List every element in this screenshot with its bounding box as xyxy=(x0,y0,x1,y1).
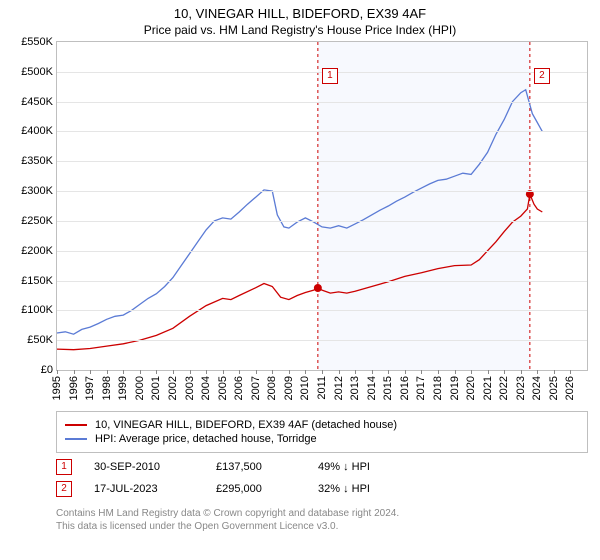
sale-marker-1: 1 xyxy=(322,68,338,84)
attribution-text: Contains HM Land Registry data © Crown c… xyxy=(56,507,588,533)
x-axis-label: 2007 xyxy=(250,376,262,400)
sale-row-date: 30-SEP-2010 xyxy=(94,461,194,473)
x-axis-label: 2002 xyxy=(167,376,179,400)
x-axis-label: 2012 xyxy=(333,376,345,400)
legend-item: HPI: Average price, detached house, Torr… xyxy=(65,432,579,446)
x-axis-label: 1998 xyxy=(101,376,113,400)
x-axis-label: 1997 xyxy=(84,376,96,400)
y-axis-label: £450K xyxy=(21,96,53,108)
x-axis-label: 2010 xyxy=(299,376,311,400)
chart-title-subtitle: Price paid vs. HM Land Registry's House … xyxy=(0,21,600,41)
y-axis-label: £350K xyxy=(21,155,53,167)
x-axis-label: 2006 xyxy=(233,376,245,400)
y-axis-label: £50K xyxy=(27,334,53,346)
legend-swatch xyxy=(65,438,87,440)
x-axis-label: 1996 xyxy=(68,376,80,400)
sale-row-price: £295,000 xyxy=(216,483,296,495)
x-axis-label: 2023 xyxy=(515,376,527,400)
y-axis-label: £250K xyxy=(21,215,53,227)
x-axis-label: 2005 xyxy=(217,376,229,400)
sale-row: 1 30-SEP-2010 £137,500 49% ↓ HPI xyxy=(56,459,588,475)
x-axis-label: 2003 xyxy=(184,376,196,400)
chart-svg xyxy=(57,42,587,370)
attribution-line-1: Contains HM Land Registry data © Crown c… xyxy=(56,507,588,520)
attribution-line-2: This data is licensed under the Open Gov… xyxy=(56,520,588,533)
legend-swatch xyxy=(65,424,87,426)
chart-plot-area: £0£50K£100K£150K£200K£250K£300K£350K£400… xyxy=(56,41,588,371)
sale-row: 2 17-JUL-2023 £295,000 32% ↓ HPI xyxy=(56,481,588,497)
sale-row-marker: 1 xyxy=(56,459,72,475)
x-axis-label: 2008 xyxy=(266,376,278,400)
y-axis-label: £100K xyxy=(21,304,53,316)
x-axis-label: 1999 xyxy=(117,376,129,400)
y-axis-label: £400K xyxy=(21,125,53,137)
x-axis-label: 2026 xyxy=(564,376,576,400)
x-axis-label: 2021 xyxy=(482,376,494,400)
chart-title-address: 10, VINEGAR HILL, BIDEFORD, EX39 4AF xyxy=(0,0,600,21)
x-axis-label: 2016 xyxy=(399,376,411,400)
x-axis-label: 2004 xyxy=(200,376,212,400)
y-axis-label: £300K xyxy=(21,185,53,197)
sale-row-delta: 49% ↓ HPI xyxy=(318,461,370,473)
x-axis-label: 2000 xyxy=(134,376,146,400)
sale-marker-2: 2 xyxy=(534,68,550,84)
sale-row-price: £137,500 xyxy=(216,461,296,473)
x-axis-label: 2018 xyxy=(432,376,444,400)
sale-row-delta: 32% ↓ HPI xyxy=(318,483,370,495)
x-axis-label: 2015 xyxy=(382,376,394,400)
y-axis-label: £0 xyxy=(41,364,53,376)
y-axis-label: £550K xyxy=(21,36,53,48)
x-axis-label: 2020 xyxy=(465,376,477,400)
x-axis-label: 2022 xyxy=(498,376,510,400)
sale-row-date: 17-JUL-2023 xyxy=(94,483,194,495)
legend-box: 10, VINEGAR HILL, BIDEFORD, EX39 4AF (de… xyxy=(56,411,588,453)
sale-dot xyxy=(314,284,322,292)
legend-label: 10, VINEGAR HILL, BIDEFORD, EX39 4AF (de… xyxy=(95,419,397,431)
x-axis-label: 2025 xyxy=(548,376,560,400)
legend-label: HPI: Average price, detached house, Torr… xyxy=(95,433,317,445)
x-axis-label: 2017 xyxy=(415,376,427,400)
sale-row-marker: 2 xyxy=(56,481,72,497)
x-axis-label: 2009 xyxy=(283,376,295,400)
x-axis-label: 2024 xyxy=(531,376,543,400)
x-axis-label: 2014 xyxy=(366,376,378,400)
y-axis-label: £150K xyxy=(21,275,53,287)
y-axis-label: £200K xyxy=(21,245,53,257)
x-axis-label: 2011 xyxy=(316,376,328,400)
x-axis-label: 2001 xyxy=(150,376,162,400)
x-axis-label: 2013 xyxy=(349,376,361,400)
legend-item: 10, VINEGAR HILL, BIDEFORD, EX39 4AF (de… xyxy=(65,418,579,432)
y-axis-label: £500K xyxy=(21,66,53,78)
x-axis-label: 1995 xyxy=(51,376,63,400)
x-axis-label: 2019 xyxy=(449,376,461,400)
sales-list: 1 30-SEP-2010 £137,500 49% ↓ HPI 2 17-JUL-202… xyxy=(0,459,600,497)
